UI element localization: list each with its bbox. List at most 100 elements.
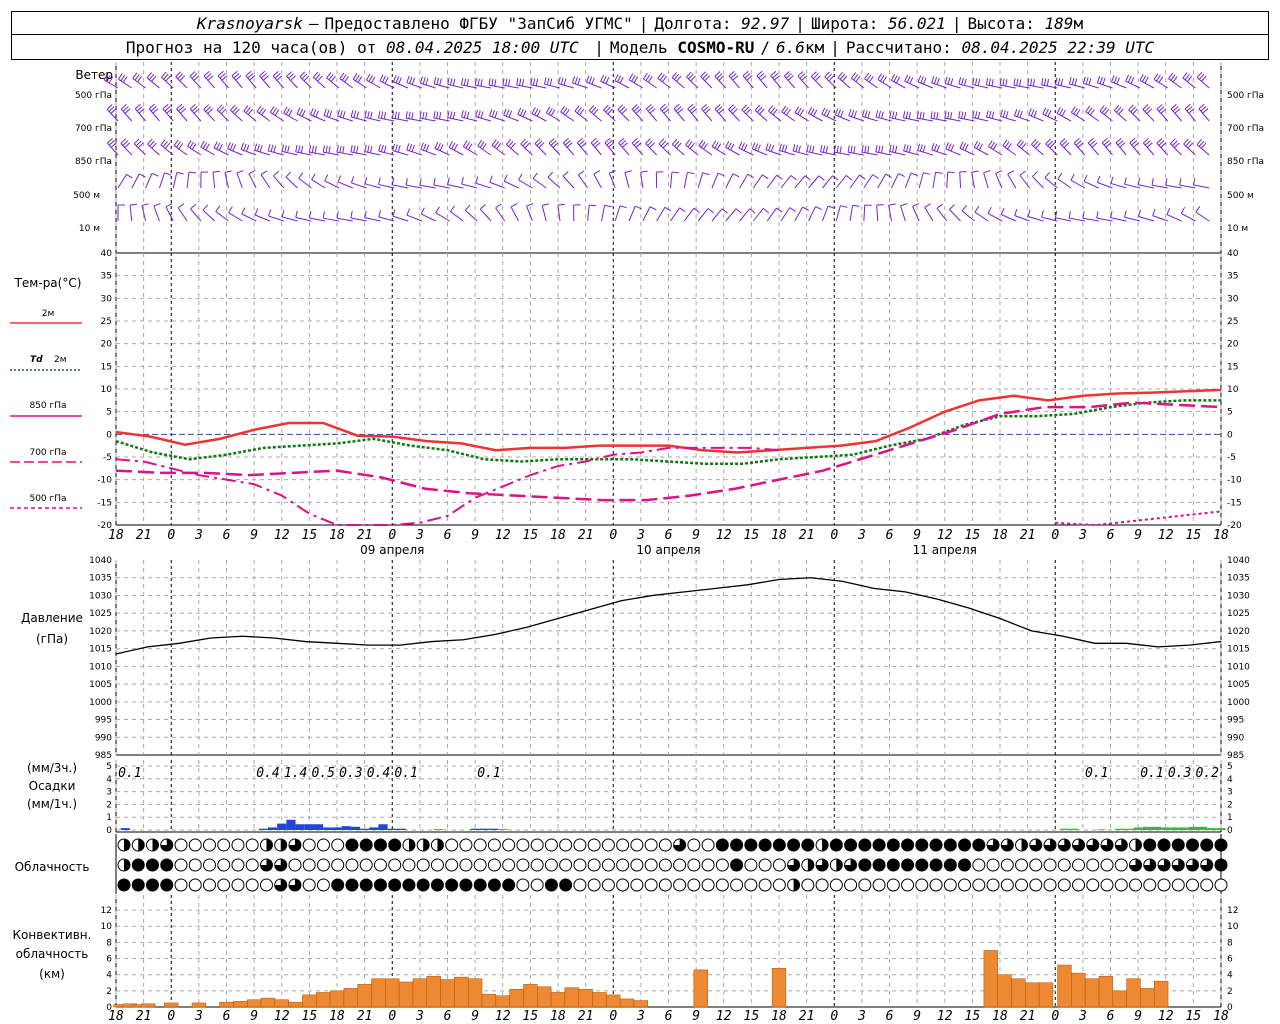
wind-barb-feather (812, 73, 819, 79)
cloud-cover-icon (202, 858, 216, 872)
pressure-panel (115, 577, 1222, 655)
wind-barb-feather (649, 108, 656, 114)
wind-barb-feather (1047, 110, 1052, 117)
wind-barb-feather (314, 146, 317, 154)
wind-barb-feather (392, 143, 396, 151)
wind-barb-feather (273, 145, 277, 153)
conv-label-2: облачность (16, 947, 89, 961)
temp-ytick-right: 15 (1227, 362, 1238, 372)
wind-barb (177, 207, 188, 222)
cloud-cover-icon (573, 878, 587, 892)
wind-barb-feather (958, 110, 961, 119)
wind-barb-feather (369, 111, 373, 119)
wind-barb-feather (371, 76, 376, 84)
wind-barb-feather (811, 145, 815, 153)
wind-barb (739, 208, 751, 222)
wind-barb-feather (647, 106, 654, 112)
wind-barb-feather (593, 170, 601, 175)
wind-barb-feather (479, 141, 485, 148)
wind-barb-feather (609, 170, 617, 174)
wind-barb-feather (749, 208, 756, 214)
cloud-cover-icon (644, 878, 658, 892)
wind-barb-feather (216, 104, 223, 111)
wind-barb-feather (760, 75, 767, 81)
wind-barb-feather (1110, 176, 1114, 184)
wind-barb-feather (218, 143, 223, 151)
cloud-cover-icon (787, 838, 801, 852)
temp-xtick: 18 (108, 528, 124, 543)
cloud-cover-mostly (1129, 859, 1142, 871)
wind-barb-feather (1059, 138, 1066, 144)
wind-barb (861, 151, 878, 156)
cloud-cover-icon (1114, 858, 1128, 872)
wind-barb-feather (254, 208, 259, 216)
wind-barb (572, 82, 588, 89)
conv-bar (1098, 976, 1114, 1008)
wind-barb-feather (1130, 77, 1135, 84)
wind-barb-feather (1201, 75, 1207, 82)
wind-barb (821, 113, 837, 122)
wind-barb-feather (936, 144, 940, 152)
wind-barb-feather (397, 112, 400, 120)
wind-barb-feather (546, 77, 550, 86)
wind-barb-feather (288, 73, 294, 79)
wind-barb-feather (714, 141, 719, 149)
wind-barb (959, 147, 975, 156)
wind-barb-feather (711, 140, 717, 147)
conv-xtick: 18 (1213, 1009, 1229, 1024)
wind-barb (822, 175, 833, 189)
day-label: 09 апреля (360, 543, 424, 557)
wind-barb-feather (439, 78, 442, 86)
pres-ytick-right: 1025 (1227, 609, 1250, 619)
conv-bar (1084, 978, 1100, 1008)
conv-bar (329, 990, 345, 1008)
wind-barb-feather (1021, 142, 1027, 149)
wind-barb-feather (160, 139, 166, 146)
wind-barb-feather (962, 142, 966, 150)
cloud-cover-icon (1186, 838, 1200, 852)
wind-barb-feather (900, 203, 908, 207)
conv-xtick: 0 (830, 1009, 838, 1024)
wind-barb (590, 142, 602, 156)
wind-barb-feather (571, 76, 576, 84)
wind-barb-feather (138, 108, 145, 114)
cloud-cover-icon (587, 858, 601, 872)
wind-barb (888, 205, 892, 222)
pres-ytick-left: 985 (95, 751, 112, 761)
wind-barb (600, 205, 606, 222)
precip-bar (332, 827, 342, 830)
wind-barb-feather (229, 143, 234, 151)
wind-barb-feather (852, 204, 860, 207)
wind-barb (821, 205, 829, 222)
wind-barb (657, 77, 671, 89)
wind-barb-feather (1044, 172, 1050, 179)
wind-barb (236, 172, 243, 189)
wind-barb-feather (1179, 178, 1182, 186)
wind-barb-feather (881, 111, 884, 119)
wind-barb-feather (425, 78, 429, 86)
conv-xtick: 6 (665, 1009, 673, 1024)
cloud-cover-icon (1057, 858, 1071, 872)
wind-barb-feather (103, 73, 109, 81)
wind-barb-feather (187, 140, 192, 147)
wind-barb-feather (212, 170, 221, 173)
wind-barb-feather (218, 106, 225, 113)
wind-barb (711, 172, 719, 189)
wind-barb (510, 206, 520, 222)
conv-bar (1112, 990, 1127, 1008)
wind-barb (1083, 180, 1099, 189)
temp-xtick: 9 (1134, 528, 1142, 543)
conv-bar (537, 986, 552, 1008)
wind-barb-feather (917, 75, 922, 83)
conv-xtick: 0 (167, 1009, 175, 1024)
conv-bar (385, 978, 400, 1008)
wind-barb (725, 208, 737, 222)
wind-barb (231, 75, 243, 89)
temp-xtick: 6 (444, 528, 452, 543)
wind-barb-feather (690, 75, 696, 82)
wind-barb (797, 75, 809, 89)
wind-barb-feather (1158, 76, 1164, 83)
temp-xtick: 21 (136, 528, 152, 543)
wind-barb-feather (535, 78, 539, 86)
wind-barb-feather (799, 73, 806, 79)
